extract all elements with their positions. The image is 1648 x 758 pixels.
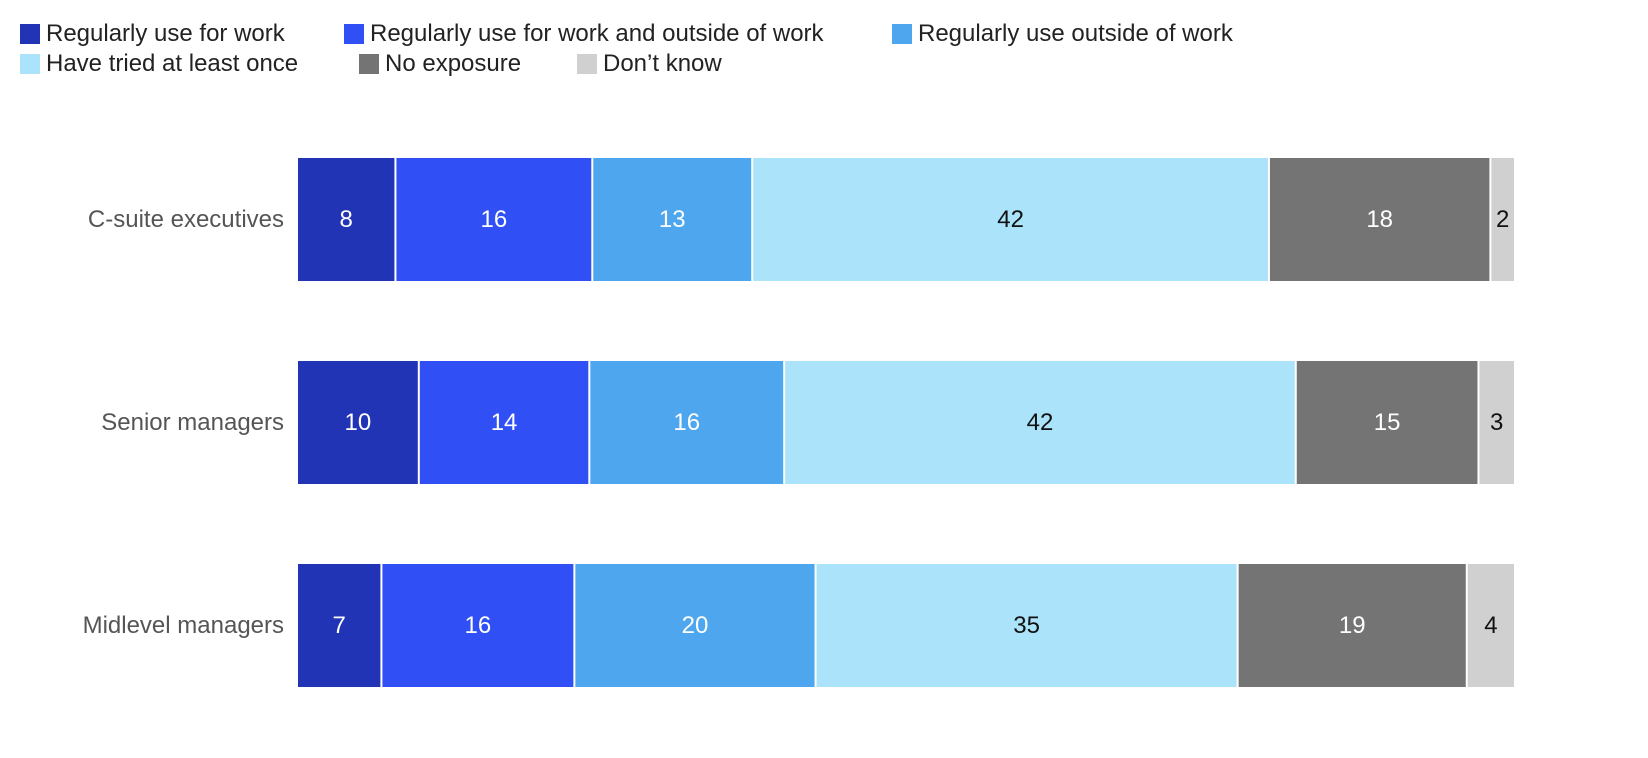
bar-segment-c-suite-executives-don-t-know: [1491, 158, 1514, 281]
data-label-midlevel-managers-have-tried-at-least-once: 35: [1013, 612, 1040, 639]
legend-swatch-no-exposure: [359, 54, 379, 74]
data-label-c-suite-executives-regularly-use-outside-of-work: 13: [659, 206, 686, 233]
data-label-c-suite-executives-no-exposure: 18: [1366, 206, 1393, 233]
data-label-c-suite-executives-don-t-know: 2: [1496, 206, 1509, 233]
legend-item-tried-once: Have tried at least once: [20, 50, 298, 78]
legend-label-outside-work: Regularly use outside of work: [918, 20, 1233, 47]
legend-label-dont-know: Don’t know: [603, 50, 722, 77]
bar-segment-senior-managers-regularly-use-outside-of-work: [590, 361, 784, 484]
bar-segment-c-suite-executives-regularly-use-for-work: [298, 158, 395, 281]
category-label-midlevel-managers: Midlevel managers: [83, 612, 284, 639]
bar-segment-c-suite-executives-no-exposure: [1269, 158, 1490, 281]
legend-item-dont-know: Don’t know: [577, 50, 722, 78]
data-label-senior-managers-regularly-use-outside-of-work: 16: [673, 409, 700, 436]
legend-swatch-outside-work: [892, 24, 912, 44]
data-label-c-suite-executives-have-tried-at-least-once: 42: [997, 206, 1024, 233]
legend-label-regular-work: Regularly use for work: [46, 20, 285, 47]
data-label-midlevel-managers-regularly-use-for-work: 7: [333, 612, 346, 639]
bar-segment-midlevel-managers-no-exposure: [1238, 564, 1466, 687]
data-label-senior-managers-no-exposure: 15: [1374, 409, 1401, 436]
legend-item-regular-work: Regularly use for work: [20, 20, 285, 48]
bar-segment-senior-managers-regularly-use-for-work-and-outside-of-work: [419, 361, 589, 484]
legend-swatch-tried-once: [20, 54, 40, 74]
bar-segment-midlevel-managers-regularly-use-for-work-and-outside-of-work: [382, 564, 574, 687]
bar-segment-c-suite-executives-regularly-use-for-work-and-outside-of-work: [396, 158, 592, 281]
data-label-midlevel-managers-no-exposure: 19: [1339, 612, 1366, 639]
legend-label-no-exposure: No exposure: [385, 50, 522, 77]
data-label-senior-managers-regularly-use-for-work-and-outside-of-work: 14: [491, 409, 518, 436]
bar-segment-c-suite-executives-have-tried-at-least-once: [753, 158, 1268, 281]
category-label-senior-managers: Senior managers: [101, 409, 284, 436]
bar-segment-midlevel-managers-regularly-use-for-work: [298, 564, 381, 687]
legend-item-no-exposure: No exposure: [359, 50, 521, 78]
data-label-midlevel-managers-regularly-use-outside-of-work: 20: [682, 612, 709, 639]
bar-segment-midlevel-managers-regularly-use-outside-of-work: [575, 564, 815, 687]
data-label-senior-managers-regularly-use-for-work: 10: [345, 409, 372, 436]
legend-swatch-work-and-outside: [344, 24, 364, 44]
data-label-senior-managers-have-tried-at-least-once: 42: [1027, 409, 1054, 436]
legend-swatch-regular-work: [20, 24, 40, 44]
bar-segment-senior-managers-have-tried-at-least-once: [785, 361, 1295, 484]
legend-swatch-dont-know: [577, 54, 597, 74]
legend-label-work-and-outside: Regularly use for work and outside of wo…: [370, 20, 824, 47]
bar-segment-midlevel-managers-don-t-know: [1467, 564, 1514, 687]
data-label-c-suite-executives-regularly-use-for-work-and-outside-of-work: 16: [480, 206, 507, 233]
legend-item-work-and-outside: Regularly use for work and outside of wo…: [344, 20, 824, 48]
bar-segment-senior-managers-no-exposure: [1296, 361, 1478, 484]
bar-segment-senior-managers-don-t-know: [1479, 361, 1514, 484]
data-label-c-suite-executives-regularly-use-for-work: 8: [340, 206, 353, 233]
bar-segment-midlevel-managers-have-tried-at-least-once: [816, 564, 1237, 687]
bar-segment-c-suite-executives-regularly-use-outside-of-work: [593, 158, 752, 281]
data-label-midlevel-managers-don-t-know: 4: [1484, 612, 1497, 639]
category-label-c-suite-executives: C-suite executives: [88, 206, 284, 233]
legend-item-outside-work: Regularly use outside of work: [892, 20, 1233, 48]
data-label-midlevel-managers-regularly-use-for-work-and-outside-of-work: 16: [465, 612, 492, 639]
legend-label-tried-once: Have tried at least once: [46, 50, 299, 77]
data-label-senior-managers-don-t-know: 3: [1490, 409, 1503, 436]
bar-segment-senior-managers-regularly-use-for-work: [298, 361, 418, 484]
legend: Regularly use for work Regularly use for…: [20, 20, 1420, 90]
